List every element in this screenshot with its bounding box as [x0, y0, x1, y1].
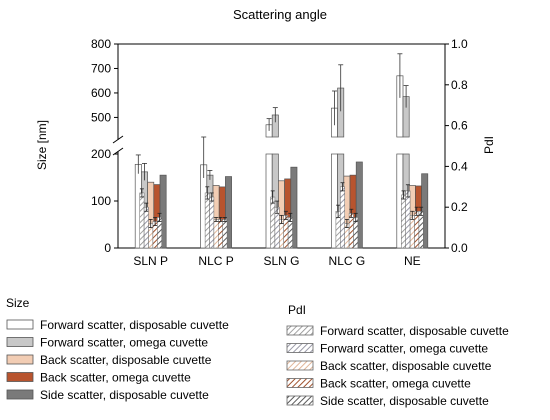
size-bar [421, 173, 429, 249]
pdi-bars [139, 182, 424, 249]
ticks: 0 100 200 500 600 700 800 0.0 0.2 0.4 0.6 0.8 1.0 SLN… [91, 37, 468, 268]
y2-axis-label: PdI [482, 136, 496, 154]
x-tick-label: NLC G [329, 254, 366, 268]
y-tick-label: 800 [91, 37, 111, 51]
legend-pdi-swatch [286, 360, 314, 371]
legend-size-label: Back scatter, disposable cuvette [40, 353, 212, 367]
legend-size-title: Size [6, 296, 30, 310]
legend-pdi-label: Forward scatter, disposable cuvette [320, 324, 509, 338]
pdi-bar [401, 194, 406, 249]
legend-pdi-swatch [286, 395, 314, 406]
legend-size-swatch [6, 337, 34, 347]
legend-pdi-label: Forward scatter, omega cuvette [320, 342, 488, 356]
y-tick-label: 100 [91, 194, 111, 208]
legend-size-label: Forward scatter, disposable cuvette [40, 318, 229, 332]
legend-size-swatch [6, 354, 34, 365]
y-axis-label: Size [nm] [35, 120, 49, 170]
y2-tick-label: 1.0 [451, 37, 468, 51]
axes [112, 43, 446, 249]
y2-tick-label: 0.0 [451, 241, 468, 255]
y-tick-label: 600 [91, 86, 111, 100]
pdi-bar [409, 215, 415, 249]
pdi-bar [143, 206, 149, 249]
legend-pdi-swatch [286, 325, 314, 336]
size-bar [290, 166, 298, 249]
legend-pdi-title: PdI [288, 303, 306, 317]
legend-size-label: Side scatter, disposable cuvette [40, 388, 209, 402]
y2-tick-label: 0.8 [451, 78, 468, 92]
y2-tick-label: 0.4 [451, 159, 468, 173]
y-tick-label: 500 [91, 110, 111, 124]
pdi-bar [418, 211, 424, 249]
legend-pdi-swatch [286, 343, 314, 353]
pdi-bar [405, 190, 411, 249]
y2-tick-label: 0.6 [451, 119, 468, 133]
size-bar [355, 161, 363, 249]
y2-tick-label: 0.2 [451, 200, 468, 214]
legend-size-swatch [6, 319, 34, 330]
legend-size-label: Forward scatter, omega cuvette [40, 336, 208, 350]
pdi-bar [222, 219, 228, 249]
y-tick-label: 700 [91, 61, 111, 75]
legend: Forward scatter, disposable cuvette Forwa… [6, 318, 509, 408]
y-tick-label: 0 [104, 241, 111, 255]
x-tick-label: SLN P [133, 254, 168, 268]
x-tick-label: NE [404, 254, 421, 268]
legend-size-swatch [6, 372, 34, 382]
legend-pdi-swatch [286, 378, 314, 388]
pdi-bar [157, 217, 162, 249]
axis-break-mark [112, 135, 124, 144]
pdi-bar [139, 192, 145, 249]
x-tick-label: SLN G [263, 254, 299, 268]
legend-pdi-label: Back scatter, omega cuvette [320, 377, 471, 391]
legend-size-label: Back scatter, omega cuvette [40, 371, 191, 385]
size-bar [225, 176, 232, 249]
pdi-bar [353, 217, 359, 249]
pdi-bar [348, 213, 354, 249]
pdi-bar [287, 217, 293, 249]
chart-title: Scattering angle [233, 7, 327, 22]
pdi-bar [270, 196, 276, 249]
pdi-bar [283, 215, 289, 249]
legend-size-swatch [6, 389, 34, 400]
y-tick-label: 200 [91, 147, 111, 161]
pdi-bar [340, 186, 345, 249]
pdi-bar [213, 219, 219, 249]
pdi-bar [204, 192, 210, 249]
legend-pdi-label: Side scatter, disposable cuvette [320, 394, 489, 408]
pdi-bar [209, 196, 215, 249]
pdi-bar [218, 219, 223, 249]
pdi-bar [414, 211, 420, 249]
size-bar [159, 174, 167, 249]
x-tick-label: NLC P [198, 254, 233, 268]
legend-pdi-label: Back scatter, disposable cuvette [320, 359, 492, 373]
